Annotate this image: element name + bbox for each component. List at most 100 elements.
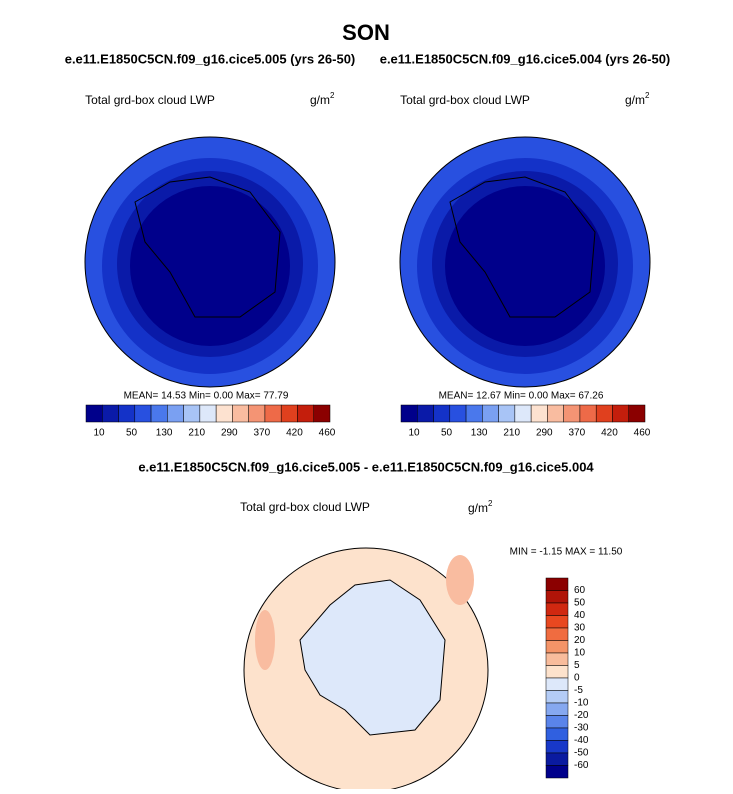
units-base: g/m <box>310 93 330 107</box>
colorbar-box <box>264 404 282 423</box>
colorbar-label: -60 <box>574 760 589 771</box>
colorbar-label: 0 <box>574 673 580 684</box>
colorbar-label: 50 <box>574 598 586 609</box>
colorbar-box <box>297 404 314 423</box>
units: g/m2 <box>310 91 335 107</box>
colorbar-box <box>150 404 168 423</box>
colorbar-label: 370 <box>254 428 271 439</box>
colorbar-label: 30 <box>574 623 586 634</box>
colorbar-label: 460 <box>319 428 336 439</box>
colorbar-box <box>545 752 569 766</box>
colorbar-box <box>595 404 613 423</box>
colorbar-label: 5 <box>574 660 580 671</box>
difference-map <box>243 547 489 793</box>
stats: MIN = -1.15 MAX = 11.50 <box>510 547 623 558</box>
colorbar-box <box>612 404 629 423</box>
colorbar-label: 460 <box>634 428 651 439</box>
stats: MEAN= 14.53 Min= 0.00 Max= 77.79 <box>124 391 289 402</box>
colorbar-box <box>102 404 119 423</box>
colorbar-label: 40 <box>574 610 586 621</box>
colorbar-label: 290 <box>536 428 553 439</box>
colorbar-label: 50 <box>441 428 453 439</box>
units-exponent: 2 <box>330 91 335 100</box>
colorbar-box <box>545 627 569 641</box>
units-exponent: 2 <box>645 91 650 100</box>
colorbar-box <box>183 404 201 423</box>
stats: MEAN= 12.67 Min= 0.00 Max= 67.26 <box>439 391 604 402</box>
colorbar-label: 10 <box>408 428 420 439</box>
colorbar-box <box>498 404 516 423</box>
colorbar-label: -20 <box>574 710 589 721</box>
colorbar-label: 290 <box>221 428 238 439</box>
colorbar-box <box>545 690 569 704</box>
colorbar-label: 210 <box>188 428 205 439</box>
units-base: g/m <box>625 93 645 107</box>
units: g/m2 <box>468 499 493 515</box>
colorbar-box <box>545 640 569 654</box>
colorbar-box <box>118 404 136 423</box>
coastline <box>134 176 281 318</box>
colorbar-box <box>545 665 569 679</box>
colorbar-box <box>545 740 569 754</box>
colorbar-box <box>545 652 569 666</box>
colorbar-box <box>280 404 298 423</box>
colorbar-label: 130 <box>471 428 488 439</box>
difference-title: e.e11.E1850C5CN.f09_g16.cice5.005 - e.e1… <box>138 459 594 474</box>
colorbar-label: -40 <box>574 735 589 746</box>
colorbar-label: 210 <box>503 428 520 439</box>
colorbar-box <box>400 404 418 423</box>
colorbar-box <box>232 404 249 423</box>
colorbar-label: -30 <box>574 723 589 734</box>
colorbar-box <box>433 404 451 423</box>
colorbar-box <box>545 602 569 616</box>
colorbar-box <box>465 404 483 423</box>
colorbar-label: -10 <box>574 698 589 709</box>
map <box>84 136 336 388</box>
colorbar-box <box>545 702 569 716</box>
map-ring <box>445 186 605 346</box>
colorbar-box <box>167 404 184 423</box>
colorbar-box <box>563 404 581 423</box>
colorbar-box <box>134 404 152 423</box>
colorbar-box <box>313 404 331 423</box>
colorbar-box <box>417 404 434 423</box>
coastline <box>449 176 596 318</box>
colorbar-box <box>545 727 569 741</box>
colorbar-label: -5 <box>574 685 583 696</box>
colorbar-box <box>547 404 564 423</box>
colorbar-label: 20 <box>574 635 586 646</box>
colorbar-box <box>545 577 569 591</box>
colorbar-label: 420 <box>286 428 303 439</box>
colorbar-label: 370 <box>569 428 586 439</box>
variable-label: Total grd-box cloud LWP <box>240 500 370 514</box>
case-title: e.e11.E1850C5CN.f09_g16.cice5.005 (yrs 2… <box>65 51 356 66</box>
colorbar-box <box>545 715 569 729</box>
colorbar-box <box>579 404 597 423</box>
map-ring <box>130 186 290 346</box>
variable-label: Total grd-box cloud LWP <box>85 93 215 107</box>
colorbar-box <box>482 404 499 423</box>
colorbar-label: 60 <box>574 585 586 596</box>
colorbar-box <box>199 404 217 423</box>
colorbar-box <box>85 404 103 423</box>
colorbar-box <box>545 765 569 779</box>
variable-label: Total grd-box cloud LWP <box>400 93 530 107</box>
colorbar-label: 130 <box>156 428 173 439</box>
colorbar-label: -50 <box>574 748 589 759</box>
colorbar-box <box>628 404 646 423</box>
colorbar-box <box>545 590 569 604</box>
colorbar-label: 10 <box>93 428 105 439</box>
figure-title: SON <box>342 20 390 45</box>
colorbar-box <box>545 615 569 629</box>
colorbar-label: 420 <box>601 428 618 439</box>
colorbar-box <box>215 404 233 423</box>
colorbar-label: 10 <box>574 648 586 659</box>
case-title: e.e11.E1850C5CN.f09_g16.cice5.004 (yrs 2… <box>380 51 671 66</box>
units: g/m2 <box>625 91 650 107</box>
colorbar-label: 50 <box>126 428 138 439</box>
colorbar-box <box>545 677 569 691</box>
colorbar-box <box>248 404 266 423</box>
colorbar-box <box>530 404 548 423</box>
map <box>399 136 651 388</box>
